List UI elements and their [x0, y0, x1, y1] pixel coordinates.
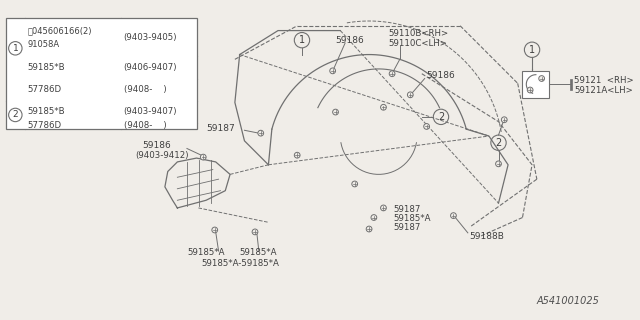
Circle shape [352, 181, 358, 187]
Text: 59185*A: 59185*A [239, 249, 277, 258]
Text: (9408-    ): (9408- ) [124, 122, 166, 131]
Bar [6, 18, 198, 129]
Text: 1: 1 [529, 45, 535, 55]
Text: A541001025: A541001025 [536, 296, 599, 306]
Text: 59186: 59186 [335, 36, 364, 45]
Bar [570, 78, 572, 90]
Text: 59121  <RH>: 59121 <RH> [574, 76, 634, 85]
Text: 2: 2 [438, 112, 444, 122]
Text: (9403-9407): (9403-9407) [124, 107, 177, 116]
Text: 59186: 59186 [427, 71, 455, 80]
Text: 59185*A-59185*A: 59185*A-59185*A [202, 259, 279, 268]
Circle shape [330, 68, 335, 74]
Text: 59185*B: 59185*B [28, 107, 65, 116]
Text: 59121A<LH>: 59121A<LH> [574, 85, 633, 94]
Circle shape [389, 71, 395, 76]
Circle shape [501, 117, 507, 123]
Text: 59110B<RH>: 59110B<RH> [388, 29, 449, 38]
Text: 59187: 59187 [206, 124, 235, 133]
Text: 59187: 59187 [393, 223, 420, 232]
Text: (9403-9412): (9403-9412) [135, 151, 189, 160]
Text: 57786D: 57786D [28, 85, 62, 94]
Text: 1: 1 [12, 44, 18, 53]
Circle shape [451, 213, 456, 219]
Circle shape [212, 227, 218, 233]
Circle shape [366, 226, 372, 232]
Text: 59188B: 59188B [470, 232, 504, 241]
Circle shape [527, 87, 533, 93]
Text: (9403-9405): (9403-9405) [124, 33, 177, 42]
Circle shape [408, 92, 413, 98]
Bar [522, 71, 549, 98]
Circle shape [294, 152, 300, 158]
Circle shape [539, 76, 545, 81]
Text: 57786D: 57786D [28, 122, 62, 131]
Text: Ⓢ045606166(2): Ⓢ045606166(2) [28, 26, 92, 35]
Circle shape [424, 124, 429, 129]
Text: 2: 2 [13, 110, 18, 119]
Text: 91058A: 91058A [28, 39, 60, 49]
Text: 59185*A: 59185*A [393, 214, 431, 223]
Circle shape [200, 154, 206, 160]
Circle shape [333, 109, 339, 115]
Circle shape [252, 229, 258, 235]
Circle shape [381, 104, 387, 110]
Text: (9406-9407): (9406-9407) [124, 63, 177, 72]
Text: 59185*A: 59185*A [187, 249, 225, 258]
Text: 1: 1 [299, 35, 305, 45]
Text: (9408-    ): (9408- ) [124, 85, 166, 94]
Circle shape [258, 130, 264, 136]
Text: 59110C<LH>: 59110C<LH> [388, 38, 447, 48]
Text: 59186: 59186 [142, 141, 171, 150]
Text: 59185*B: 59185*B [28, 63, 65, 72]
Circle shape [371, 215, 377, 220]
Circle shape [495, 161, 501, 167]
Text: 59187: 59187 [393, 205, 420, 214]
Text: 2: 2 [495, 138, 502, 148]
Circle shape [381, 205, 387, 211]
